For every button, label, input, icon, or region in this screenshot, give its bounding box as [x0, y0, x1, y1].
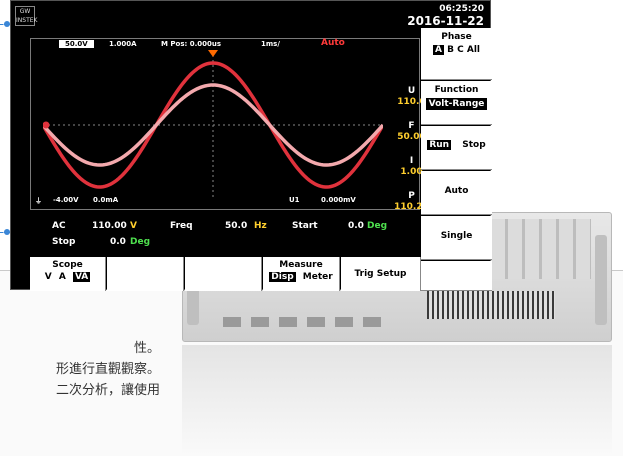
reading-p-value: 110.21 [394, 202, 429, 212]
reading-f-label: F [408, 121, 415, 131]
instrument-screen: GW INSTEK 06:25:20 2016-11-22 50.0V 1.00… [10, 0, 492, 291]
reading-p-label: P [408, 191, 415, 201]
rack-handle-right [595, 235, 607, 325]
bottom-softkey-panel: Scope V A VA Measure Disp Meter Trig Set… [30, 257, 492, 291]
volt-div-label[interactable]: 50.0V [59, 40, 94, 48]
reading-i-value: 1.00 [400, 167, 423, 177]
measure-softkey[interactable]: Measure Disp Meter [263, 257, 340, 291]
reading-f-value: 50.00 [397, 132, 426, 142]
ch2-offset: 0.0mA [93, 196, 119, 204]
waveform-header: 50.0V 1.000A M Pos: 0.000us 1ms/ Auto [31, 38, 419, 50]
measure-options: Disp Meter [263, 272, 339, 282]
phase-softkey[interactable]: Phase A B C All [421, 28, 492, 80]
scope-options: V A VA [30, 272, 105, 282]
status-stop-label: Stop [52, 237, 76, 247]
status-mode: AC [52, 221, 66, 231]
marker-label: U1 [289, 196, 300, 204]
status-readout: AC 110.00 V Freq 50.0 Hz Start 0.0 Deg S… [30, 215, 420, 255]
clock-date: 2016-11-22 [407, 14, 484, 28]
blank-softkey[interactable] [421, 261, 492, 291]
description-line-2: 形進行直觀觀察。 [55, 362, 160, 377]
single-softkey[interactable]: Single [421, 216, 492, 260]
status-voltage-unit: V [130, 221, 137, 231]
reading-u-label: U [407, 86, 416, 96]
scope-softkey[interactable]: Scope V A VA [30, 257, 106, 291]
trigger-level-marker [43, 121, 50, 129]
description-line-1: 性。 [133, 341, 160, 356]
phase-option-c[interactable]: C [457, 45, 464, 55]
clock: 06:25:20 2016-11-22 [407, 4, 484, 28]
function-title: Function [434, 85, 479, 95]
m-pos-label: M Pos: 0.000us [161, 40, 222, 48]
status-start-label: Start [292, 221, 318, 231]
waveform-plot [43, 50, 383, 200]
current-waveform [43, 83, 383, 167]
callout-dot-bottom [4, 229, 10, 235]
trigger-mode-label: Auto [321, 38, 345, 48]
status-stop: 0.0 [110, 237, 126, 247]
run-stop-softkey[interactable]: Run Stop [421, 126, 492, 170]
phase-title: Phase [441, 32, 472, 42]
phase-option-a[interactable]: A [432, 45, 444, 55]
scope-option-va[interactable]: VA [72, 272, 91, 282]
status-voltage: 110.00 [92, 221, 127, 231]
function-value: Volt-Range [425, 98, 488, 110]
trigger-position-marker [208, 50, 218, 57]
status-freq: 50.0 [225, 221, 248, 231]
trig-setup-softkey[interactable]: Trig Setup [341, 257, 421, 291]
measurement-readings: U 110.0 F 50.00 I 1.00 P 110.21 [384, 86, 439, 226]
function-softkey[interactable]: Function Volt-Range [421, 81, 492, 125]
waveform-footer: ⏚ -4.00V 0.0mA U1 0.000mV [31, 196, 419, 206]
right-softkey-panel: Phase A B C All Function Volt-Range Run … [421, 28, 492, 291]
amp-div-label[interactable]: 1.000A [109, 40, 137, 48]
phase-option-all[interactable]: All [466, 45, 480, 55]
stop-option[interactable]: Stop [462, 140, 486, 150]
run-option[interactable]: Run [427, 140, 452, 150]
ground-icon: ⏚ [35, 197, 42, 205]
measure-option-disp[interactable]: Disp [269, 272, 296, 282]
status-freq-unit: Hz [254, 221, 267, 231]
status-freq-label: Freq [170, 221, 193, 231]
scope-option-a[interactable]: A [58, 272, 66, 282]
instrument-reflection [182, 345, 612, 456]
blank-bottom-softkey-1[interactable] [107, 257, 184, 291]
callout-dot-top [4, 21, 10, 27]
description-text: 性。 形進行直觀觀察。 二次分析，讓使用 [0, 338, 160, 401]
measure-option-meter[interactable]: Meter [302, 272, 333, 282]
scope-title: Scope [52, 260, 83, 270]
phase-option-b[interactable]: B [447, 45, 454, 55]
status-start-unit: Deg [367, 221, 388, 231]
front-panel-keypad [491, 219, 591, 279]
clock-time: 06:25:20 [439, 4, 484, 14]
front-panel-buttons [223, 317, 383, 327]
description-line-3: 二次分析，讓使用 [55, 383, 160, 398]
brand-logo: GW INSTEK [15, 6, 38, 26]
status-start: 0.0 [348, 221, 364, 231]
front-panel-vent [427, 291, 555, 319]
voltage-waveform [43, 61, 383, 189]
ch1-offset: -4.00V [53, 196, 79, 204]
blank-bottom-softkey-2[interactable] [185, 257, 262, 291]
auto-softkey[interactable]: Auto [421, 171, 492, 215]
phase-options: A B C All [421, 45, 492, 55]
measure-title: Measure [279, 260, 323, 270]
reading-u-value: 110.0 [397, 97, 426, 107]
waveform-display[interactable]: 50.0V 1.000A M Pos: 0.000us 1ms/ Auto U … [30, 38, 429, 212]
marker-offset: 0.000mV [321, 196, 356, 204]
reading-i-label: I [409, 156, 414, 166]
time-div-label[interactable]: 1ms/ [261, 40, 280, 48]
scope-option-v[interactable]: V [44, 272, 52, 282]
status-stop-unit: Deg [130, 237, 151, 247]
